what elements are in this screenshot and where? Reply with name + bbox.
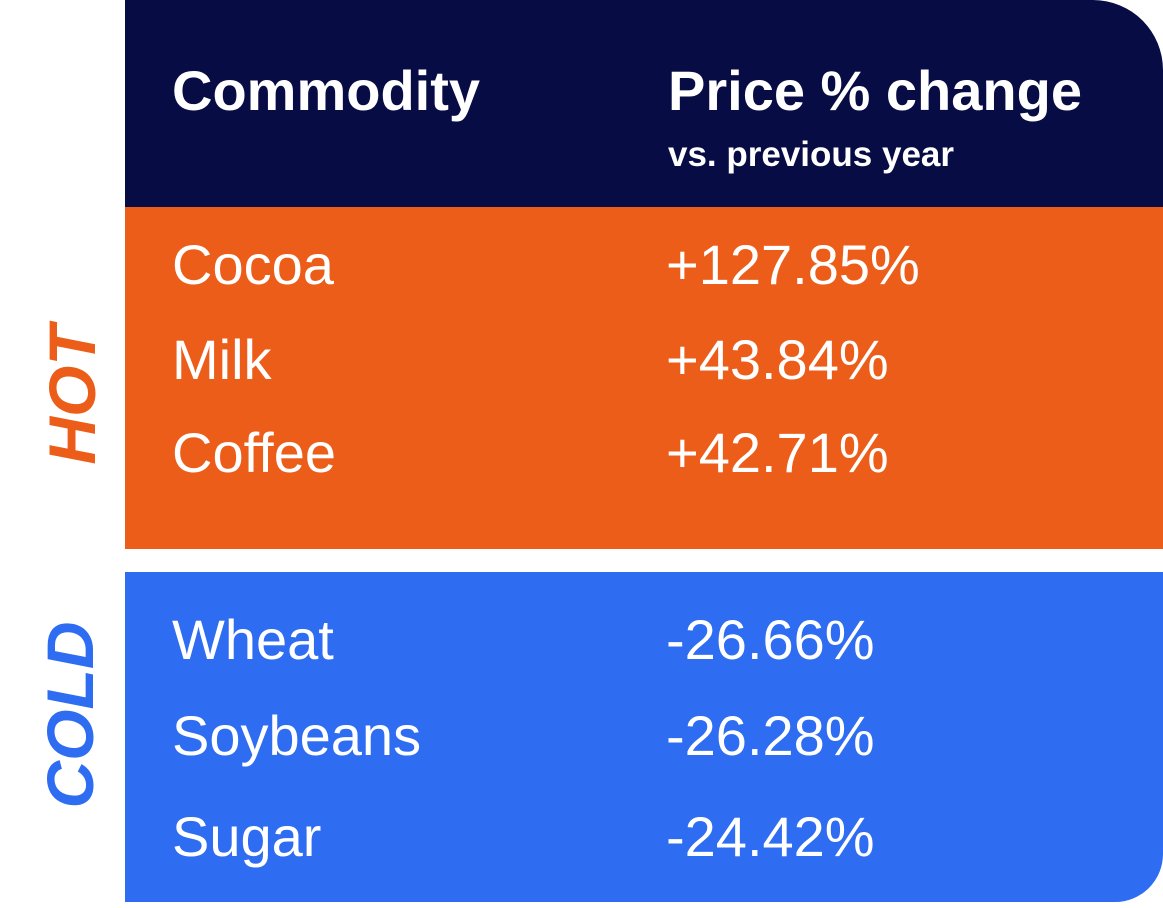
price-change-value: -26.28% bbox=[666, 704, 875, 767]
commodity-name: Cocoa bbox=[172, 233, 334, 296]
price-change-value: -26.66% bbox=[666, 608, 875, 671]
table-row: Milk +43.84% bbox=[125, 330, 1163, 390]
price-change-column-header: Price % change bbox=[668, 59, 1082, 122]
commodity-name: Soybeans bbox=[172, 704, 422, 767]
price-change-value: +42.71% bbox=[666, 421, 889, 484]
table-row: Soybeans -26.28% bbox=[125, 706, 1163, 766]
price-change-value: -24.42% bbox=[666, 805, 875, 868]
commodity-price-table: Commodity Price % change vs. previous ye… bbox=[125, 0, 1163, 902]
price-change-value: +127.85% bbox=[666, 233, 920, 296]
hot-section: Cocoa +127.85% Milk +43.84% Coffee +42.7… bbox=[125, 207, 1163, 549]
commodity-name: Milk bbox=[172, 328, 272, 391]
commodity-name: Sugar bbox=[172, 805, 322, 868]
commodity-name: Wheat bbox=[172, 608, 334, 671]
table-row: Wheat -26.66% bbox=[125, 610, 1163, 670]
cold-group-label: COLD bbox=[33, 621, 107, 809]
table-row: Cocoa +127.85% bbox=[125, 235, 1163, 295]
commodity-column-header: Commodity bbox=[172, 59, 480, 122]
commodity-name: Coffee bbox=[172, 421, 336, 484]
table-row: Coffee +42.71% bbox=[125, 423, 1163, 483]
table-row: Sugar -24.42% bbox=[125, 807, 1163, 867]
hot-group-label: HOT bbox=[35, 325, 109, 465]
price-change-column-subheader: vs. previous year bbox=[668, 135, 954, 174]
cold-section: Wheat -26.66% Soybeans -26.28% Sugar -24… bbox=[125, 572, 1163, 902]
table-header: Commodity Price % change vs. previous ye… bbox=[125, 0, 1163, 207]
price-change-value: +43.84% bbox=[666, 328, 889, 391]
